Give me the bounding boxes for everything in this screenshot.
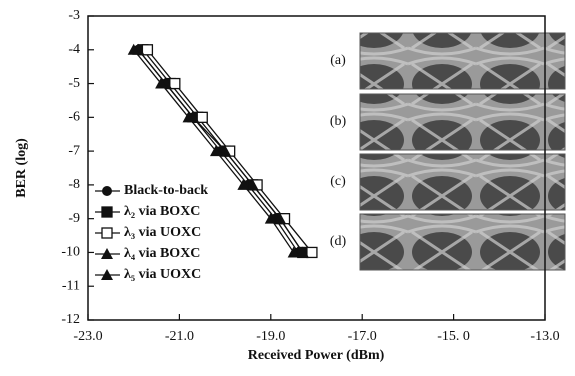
marker <box>142 45 152 55</box>
x-tick-label: -21.0 <box>165 329 194 344</box>
y-tick-label: -6 <box>68 110 80 125</box>
legend-label: λ₂ via BOXC <box>124 204 200 219</box>
y-tick-label: -5 <box>68 76 80 91</box>
x-axis-label: Received Power (dBm) <box>248 348 385 363</box>
marker <box>197 112 207 122</box>
y-tick-label: -8 <box>68 177 80 192</box>
x-tick-label: -23.0 <box>73 329 102 344</box>
y-tick-label: -10 <box>61 245 80 260</box>
y-tick-label: -4 <box>68 42 80 57</box>
chart: Received Power (dBm) BER (log) -23.0 -21.… <box>0 0 575 371</box>
inset-label: (d) <box>330 234 347 249</box>
y-tick-label: -3 <box>68 8 80 23</box>
marker <box>102 207 112 217</box>
marker <box>102 228 112 238</box>
legend-label: λ₃ via UOXC <box>124 225 201 240</box>
y-tick-label: -11 <box>62 278 80 293</box>
y-tick-label: -12 <box>61 312 80 327</box>
legend-label: λ₄ via BOXC <box>124 246 200 261</box>
legend-label: Black-to-back <box>124 183 208 198</box>
legend: Black-to-back λ₂ via BOXC λ₃ via UOXC λ₄ vi… <box>95 183 208 282</box>
x-tick-label: -19.0 <box>256 329 285 344</box>
inset-label: (c) <box>330 174 346 189</box>
eye-diagrams <box>360 33 565 270</box>
inset-label: (b) <box>330 114 347 129</box>
x-tick-label: -15. 0 <box>437 329 470 344</box>
y-tick-label: -7 <box>68 143 80 158</box>
y-tick-label: -9 <box>68 211 80 226</box>
x-tick-label: -13.0 <box>530 329 559 344</box>
y-axis-label: BER (log) <box>14 138 29 198</box>
legend-label: λ₅ via UOXC <box>124 267 201 282</box>
inset-label: (a) <box>330 53 346 68</box>
x-tick-label: -17.0 <box>348 329 377 344</box>
marker <box>170 79 180 89</box>
marker <box>102 186 112 196</box>
marker <box>307 247 317 257</box>
